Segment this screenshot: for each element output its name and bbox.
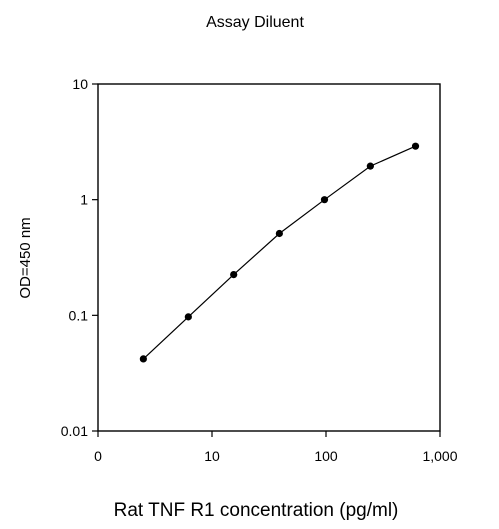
series-points xyxy=(139,142,420,363)
plot-area-frame xyxy=(97,83,441,432)
x-tick-label: 0 xyxy=(94,448,102,464)
y-tick-label: 1 xyxy=(80,192,88,208)
chart-title: Assay Diluent xyxy=(206,14,304,31)
data-point xyxy=(184,313,192,321)
y-tick-label: 10 xyxy=(72,76,88,92)
y-tick-label: 0.1 xyxy=(69,307,89,323)
x-axis-ticks: 0 10 100 1,000 xyxy=(94,431,458,464)
y-axis-title: OD=450 nm xyxy=(17,217,34,298)
y-tick-label: 0.01 xyxy=(61,423,88,439)
series-line xyxy=(142,145,416,360)
x-axis-title: Rat TNF R1 concentration (pg/ml) xyxy=(114,500,399,521)
data-point xyxy=(139,355,147,363)
data-point xyxy=(411,142,420,150)
data-point xyxy=(275,229,283,238)
x-tick-label: 1,000 xyxy=(422,448,457,464)
x-tick-label: 100 xyxy=(314,448,338,464)
data-point xyxy=(366,162,374,170)
data-point xyxy=(320,196,329,204)
y-axis-ticks: 10 1 0.1 0.01 xyxy=(61,76,98,439)
x-tick-label: 10 xyxy=(204,448,220,464)
data-point xyxy=(230,270,238,279)
